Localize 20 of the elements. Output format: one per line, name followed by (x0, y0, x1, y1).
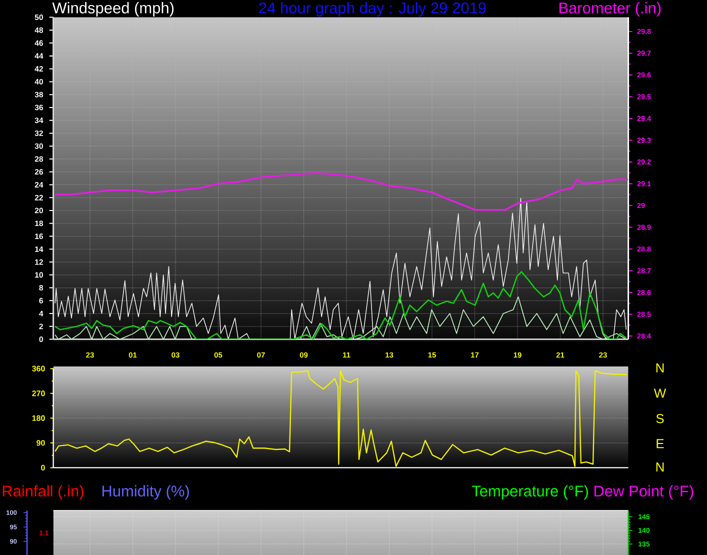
text: S (656, 414, 664, 424)
y-tick-label: 270 (32, 390, 45, 396)
text: W (654, 388, 666, 398)
y-axis-title: Temperature (°F) (472, 485, 588, 500)
y-tick-label: 360 (32, 366, 45, 372)
y-tick-label: 180 (32, 415, 45, 421)
text: Rainfall (.in) (2, 485, 84, 500)
y-tick-label: 90 (36, 440, 45, 446)
text: N (656, 462, 664, 472)
y2-axis-title: Barometer (.in) (559, 2, 661, 16)
line-series (54, 271, 627, 340)
text: N (656, 363, 664, 372)
chart-title: 24 hour graph day : July 29 2019 (259, 2, 486, 17)
text: E (656, 439, 664, 448)
text: Dew Point (°F) (594, 485, 694, 500)
y-axis-title: Windspeed (mph) (52, 2, 174, 17)
y-tick-label: 0 (41, 464, 45, 471)
line-series (54, 370, 628, 467)
line-series (54, 198, 627, 340)
y2-axis-title: Humidity (%) (102, 485, 189, 500)
